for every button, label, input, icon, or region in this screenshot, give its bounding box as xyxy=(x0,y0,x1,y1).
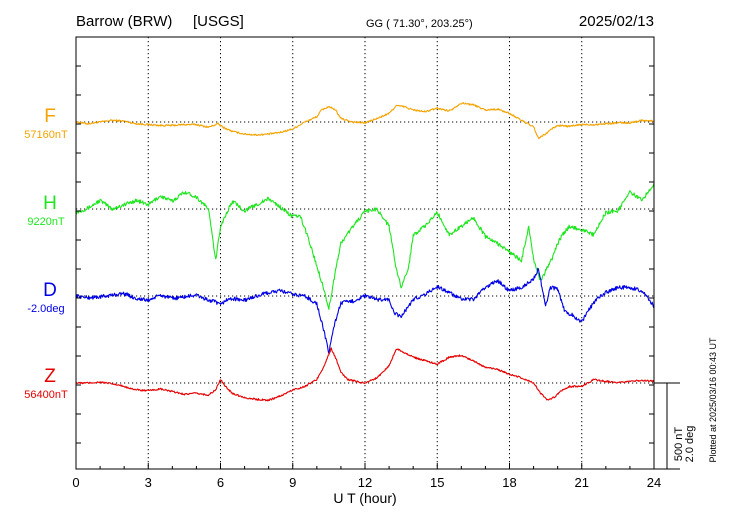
x-axis-ticks: 0 3 6 9 12 15 18 21 24 xyxy=(72,65,661,490)
traces xyxy=(75,101,655,402)
grid xyxy=(76,37,654,469)
series-baseline-D: -2.0deg xyxy=(27,303,64,315)
x-tick-label-12: 12 xyxy=(358,475,372,490)
station-title: Barrow (BRW) xyxy=(76,13,172,30)
x-tick-label-0: 0 xyxy=(72,475,79,490)
plotted-at-note: Plotted at 2025/03/16 00:43 UT xyxy=(708,337,718,463)
x-tick-label-24: 24 xyxy=(647,475,661,490)
x-tick-label-18: 18 xyxy=(502,475,516,490)
series-line-Z xyxy=(75,347,655,402)
series-baseline-H: 9220nT xyxy=(27,216,65,228)
date-label: 2025/02/13 xyxy=(579,13,654,30)
coords-label: GG ( 71.30°, 203.25°) xyxy=(366,18,473,30)
series-label-Z: Z xyxy=(44,366,56,387)
series-line-F xyxy=(75,101,655,140)
x-tick-label-9: 9 xyxy=(289,475,296,490)
series-line-D xyxy=(75,267,655,355)
x-tick-label-6: 6 xyxy=(217,475,224,490)
scale-nt-label: 500 nT xyxy=(673,427,685,462)
x-tick-label-15: 15 xyxy=(430,475,444,490)
series-label-F: F xyxy=(44,106,56,127)
series-line-H xyxy=(75,183,655,310)
x-axis-title: U T (hour) xyxy=(333,490,396,506)
source-label: [USGS] xyxy=(193,13,244,30)
series-label-D: D xyxy=(43,280,57,301)
x-tick-label-3: 3 xyxy=(145,475,152,490)
series-baseline-F: 57160nT xyxy=(24,129,68,141)
scale-bar: 500 nT 2.0 deg xyxy=(654,382,696,470)
scale-deg-label: 2.0 deg xyxy=(684,426,696,463)
series-baseline-Z: 56400nT xyxy=(24,389,68,401)
series-label-H: H xyxy=(43,193,57,214)
x-tick-label-21: 21 xyxy=(575,475,589,490)
